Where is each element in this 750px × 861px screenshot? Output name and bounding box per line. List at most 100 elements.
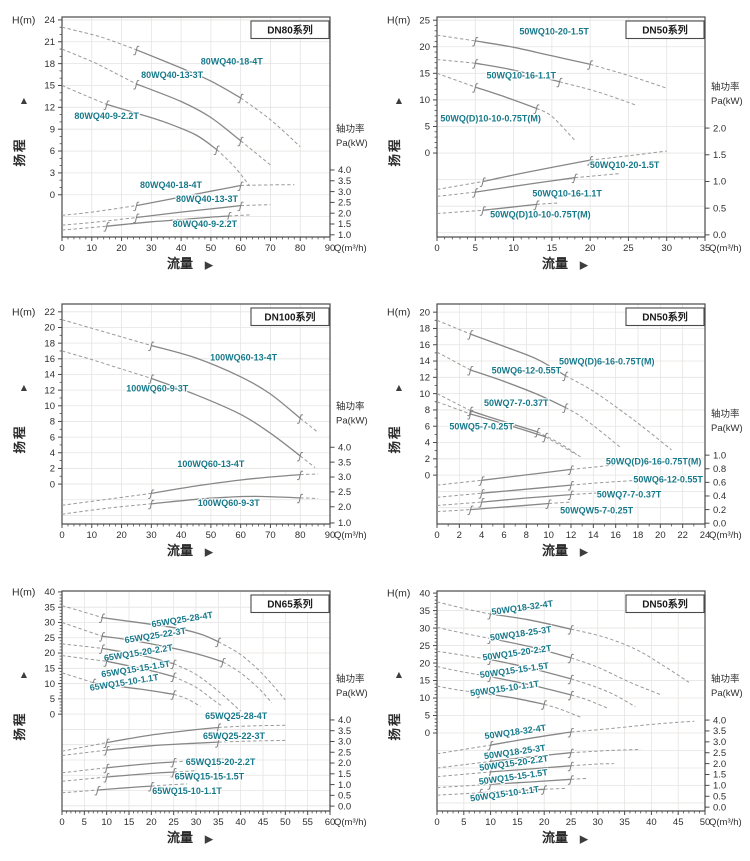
svg-text:20: 20: [116, 243, 127, 254]
curve-break-mark: ʃ: [103, 737, 111, 750]
svg-text:6: 6: [425, 421, 430, 432]
svg-text:1.0: 1.0: [713, 781, 726, 792]
curve-break-mark: ʃ: [467, 408, 475, 421]
curve-break-mark: ʃ: [533, 103, 541, 116]
svg-text:18: 18: [44, 338, 55, 349]
plot-border: [61, 16, 331, 238]
up-triangle-icon: ▲: [19, 95, 29, 107]
svg-text:25: 25: [419, 15, 430, 26]
power-axis-ticks: 4.0 3.5 3.0 2.5 2.0 1.0: [330, 442, 351, 529]
y-axis-ticks: 0 5 10 15 20 25: [419, 15, 437, 159]
curve-label: 65WQ15-15-1.5T: [175, 771, 245, 781]
grid: [62, 591, 330, 811]
curve-break-mark: ʃ: [567, 623, 575, 636]
h-axis-label: H(m): [12, 14, 35, 26]
curve-break-mark: ʃ: [487, 756, 495, 769]
svg-text:60: 60: [325, 817, 336, 828]
grid: [437, 17, 705, 237]
curve-break-mark: ʃ: [567, 747, 575, 760]
svg-text:20: 20: [539, 817, 550, 828]
plot-border: [436, 16, 706, 238]
series-box-label: DN65系列: [267, 598, 313, 611]
svg-text:30: 30: [146, 530, 157, 541]
power-axis-title: 轴功率: [336, 673, 365, 685]
svg-text:2.0: 2.0: [338, 758, 351, 769]
head-axis-title: 扬程: [387, 137, 402, 166]
series-box: DN80系列: [250, 20, 330, 40]
curve-break-mark: ʃ: [542, 431, 550, 444]
svg-text:21: 21: [44, 37, 55, 48]
curve-break-mark: ʃ: [586, 154, 594, 167]
svg-text:30: 30: [593, 817, 604, 828]
curve-break-mark: ʃ: [296, 450, 304, 463]
svg-text:2.0: 2.0: [338, 502, 351, 513]
svg-text:25: 25: [566, 817, 577, 828]
svg-text:5: 5: [425, 711, 430, 722]
flow-axis-title: 流量: [542, 256, 568, 271]
svg-text:30: 30: [661, 243, 672, 254]
svg-text:20: 20: [419, 658, 430, 669]
svg-text:0: 0: [434, 530, 439, 541]
curve-break-mark: ʃ: [567, 760, 575, 773]
curve-break-mark: ʃ: [133, 44, 141, 57]
curve-break-mark: ʃ: [487, 739, 495, 752]
svg-text:18: 18: [44, 59, 55, 70]
power-axis-ticks: 1.0 0.8 0.6 0.4 0.2 0.0: [705, 450, 726, 529]
chart-svg-dn80: 0 10 20 30 40 50 60 70 80 90Q(m³/h) 0 3 6 9 12 15 18 21 24…: [12, 14, 368, 271]
svg-text:10: 10: [44, 401, 55, 412]
svg-text:14: 14: [588, 530, 599, 541]
series-box-label: DN50系列: [642, 598, 688, 611]
curve-break-mark: ʃ: [296, 413, 304, 426]
curve-break-mark: ʃ: [567, 726, 575, 739]
curve-break-mark: ʃ: [586, 59, 594, 72]
svg-text:15: 15: [419, 69, 430, 80]
curve-break-mark: ʃ: [534, 426, 542, 439]
series-box: DN50系列: [625, 594, 705, 614]
curve-break-mark: ʃ: [479, 205, 487, 218]
svg-text:80: 80: [295, 530, 306, 541]
curve-break-mark: ʃ: [487, 633, 495, 646]
curve-label: 100WQ60-9-3T: [126, 384, 189, 394]
curve-break-mark: ʃ: [103, 655, 111, 668]
svg-text:5: 5: [473, 243, 478, 254]
svg-text:0.5: 0.5: [713, 791, 726, 802]
curve-break-mark: ʃ: [98, 612, 106, 625]
x-axis-ticks: 0 5 10 15 20 25 30 35 40 45 50 55 60: [59, 811, 335, 828]
grid: [62, 17, 330, 237]
svg-text:6: 6: [50, 432, 55, 443]
flow-axis-title: 流量: [167, 830, 193, 845]
plot-border: [61, 303, 331, 525]
svg-text:2.5: 2.5: [338, 747, 351, 758]
svg-text:0: 0: [434, 243, 439, 254]
y-axis-ticks: 0 2 4 6 8 10 12 14 16 18 20: [419, 307, 437, 481]
curve-break-mark: ʃ: [296, 469, 304, 482]
curve-break-mark: ʃ: [487, 779, 495, 792]
curve-label: 50WQ10-16-1.1T: [486, 71, 556, 81]
curve-break-mark: ʃ: [170, 658, 178, 671]
svg-text:10: 10: [419, 693, 430, 704]
curve-break-mark: ʃ: [133, 200, 141, 213]
svg-text:40: 40: [646, 817, 657, 828]
curve-break-mark: ʃ: [533, 199, 541, 212]
curve-break-mark: ʃ: [133, 212, 141, 225]
head-curve-0: ʃ ʃ 80WQ40-18-4T: [61, 26, 301, 148]
curve-break-mark: ʃ: [472, 81, 480, 94]
svg-text:4.0: 4.0: [338, 715, 351, 726]
power-axis-title: 轴功率: [711, 81, 740, 93]
svg-text:1.5: 1.5: [713, 150, 726, 161]
svg-text:0.0: 0.0: [713, 802, 726, 813]
svg-text:60: 60: [235, 243, 246, 254]
svg-text:40: 40: [44, 587, 55, 598]
svg-text:20: 20: [44, 648, 55, 659]
curve-break-mark: ʃ: [467, 328, 475, 341]
svg-text:2.0: 2.0: [338, 208, 351, 219]
up-triangle-icon: ▲: [394, 95, 404, 107]
svg-text:10: 10: [86, 530, 97, 541]
svg-text:0: 0: [59, 530, 64, 541]
svg-text:0.0: 0.0: [713, 518, 726, 529]
head-axis-title: 扬程: [387, 711, 402, 740]
